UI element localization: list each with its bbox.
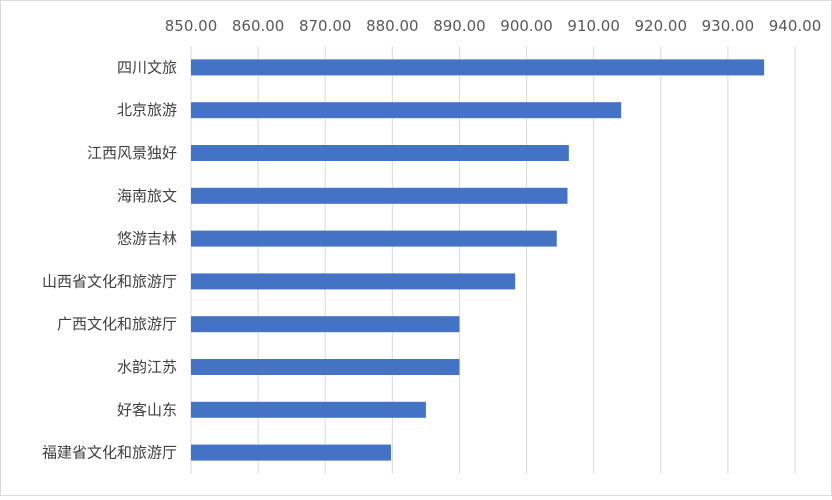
bar (191, 59, 765, 76)
x-tick-label: 920.00 (635, 17, 688, 35)
bar (191, 102, 622, 119)
bar (191, 316, 460, 333)
x-tick-label: 890.00 (433, 17, 486, 35)
x-tick-label: 850.00 (165, 17, 218, 35)
x-tick-label: 880.00 (366, 17, 419, 35)
bar (191, 187, 568, 204)
x-tick-label: 900.00 (500, 17, 553, 35)
bar (191, 273, 516, 290)
bar (191, 230, 557, 247)
bar (191, 444, 391, 461)
x-tick-label: 910.00 (567, 17, 620, 35)
category-labels: 四川文旅北京旅游江西风景独好海南旅文悠游吉林山西省文化和旅游厅广西文化和旅游厅水… (42, 58, 177, 461)
x-tick-label: 860.00 (232, 17, 285, 35)
category-label: 水韵江苏 (117, 358, 177, 376)
category-label: 海南旅文 (117, 187, 177, 205)
category-label: 悠游吉林 (117, 230, 177, 248)
x-axis-ticks: 850.00 860.00 870.00 880.00 890.00 900.00 910.… (165, 17, 822, 35)
category-label: 四川文旅 (117, 58, 177, 76)
category-label: 广西文化和旅游厅 (57, 315, 177, 333)
x-tick-label: 930.00 (702, 17, 755, 35)
category-label: 北京旅游 (117, 101, 177, 119)
bars (191, 59, 765, 461)
x-tick-label: 870.00 (299, 17, 352, 35)
category-label: 好客山东 (117, 401, 177, 419)
bar (191, 359, 460, 375)
bar (191, 145, 569, 161)
category-label: 福建省文化和旅游厅 (42, 444, 177, 462)
category-label: 江西风景独好 (87, 144, 177, 162)
x-tick-label: 940.00 (769, 17, 822, 35)
bar (191, 401, 426, 418)
category-label: 山西省文化和旅游厅 (42, 272, 177, 290)
